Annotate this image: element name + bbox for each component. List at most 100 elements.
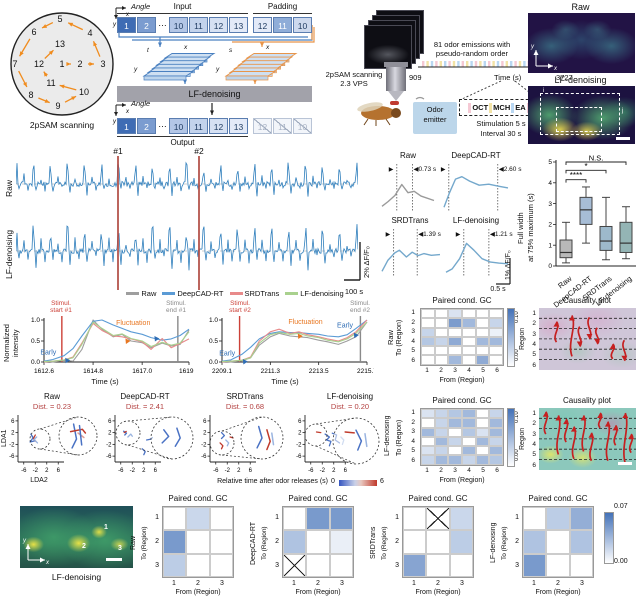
angle-box: 12 [209, 118, 228, 134]
heat-cell [475, 436, 490, 447]
s-axis-label: s [229, 47, 233, 54]
heat-cell-excluded [283, 553, 307, 577]
svg-text:-6: -6 [9, 454, 15, 460]
gc3-xlabel: From (Region) [415, 589, 461, 596]
heat-cell [475, 355, 490, 365]
gc3-row-tick: 3 [155, 562, 159, 569]
angle-box: 1 [117, 118, 136, 134]
causality-raw-title: Causality plot [562, 296, 612, 305]
gc6-grid-Raw [420, 308, 504, 366]
lf-trace-plot [16, 224, 358, 271]
gc6-row-tick: 6 [411, 457, 415, 464]
odor-emitter-line1: Odor [426, 105, 444, 114]
mini-scale-x-label: 0.5 s [490, 286, 506, 293]
gc6-col-tick: 3 [453, 367, 457, 374]
gc3-row-tick: 2 [395, 538, 399, 545]
gc3-method-DeepCAD-RT: DeepCAD-RT [250, 521, 257, 565]
input-label: Input [173, 2, 192, 11]
x-axis-label: x [45, 560, 50, 566]
svg-text:2: 2 [203, 431, 207, 437]
gc6-row-tick: 2 [411, 418, 415, 426]
odor-emissions-line2: pseudo-random order [435, 49, 509, 58]
svg-text:2: 2 [11, 431, 15, 437]
scale-bar [106, 558, 122, 561]
svg-text:-6: -6 [296, 454, 302, 460]
gc6-lf-ylabel: To (Region) [396, 419, 403, 457]
heat-cell [186, 553, 210, 577]
svg-text:-6: -6 [118, 468, 124, 474]
causality-tick: 4 [532, 340, 536, 348]
heat-cell [421, 418, 435, 428]
causality-plot-raw [539, 308, 636, 370]
svg-text:1612.6: 1612.6 [34, 368, 54, 375]
legend-label: Raw [141, 289, 157, 298]
heat-cell [475, 318, 490, 328]
time-axis [418, 61, 584, 69]
gc3-xlabel: From (Region) [295, 589, 341, 596]
heat-cell [489, 336, 503, 347]
series-SRDTrans [43, 322, 190, 363]
angle-box: 11 [189, 17, 208, 33]
series-LF-denoising [43, 321, 190, 363]
heat-cell [489, 309, 503, 319]
bottom-image-caption: LF-denoising [51, 572, 102, 582]
gc3-row-tick: 3 [515, 562, 519, 569]
heat-cell [475, 309, 490, 319]
gc3-col-tick: 1 [412, 580, 416, 587]
stim-end-2-label: Stimul. end #2 [336, 300, 384, 315]
heat-cell [489, 446, 503, 456]
annotation-Fluctuation: Fluctuation [116, 320, 150, 327]
stim-start-1-line1: Stimul. [51, 300, 71, 307]
svg-text:4: 4 [548, 180, 552, 187]
svg-text:-2: -2 [130, 468, 136, 474]
annotation-Fluctuation: Fluctuation [288, 319, 322, 326]
lf-bottom-image [20, 506, 133, 568]
gc3-row-tick: 1 [395, 514, 399, 521]
norm-ylabel-line1: Normalized [2, 324, 11, 362]
svg-text:-2: -2 [225, 468, 231, 474]
gc6-row-tick: 1 [411, 409, 415, 416]
causality-tick: 3 [532, 330, 536, 338]
heat-cell [449, 553, 473, 577]
heat-cell [448, 436, 462, 447]
angle-box: 10 [169, 17, 188, 33]
raw-trace-label: Raw [4, 179, 14, 197]
heat-cell [403, 553, 427, 577]
stim-end-1-label: Stimul. end #1 [152, 300, 200, 315]
lda-xlabel: LDA2 [30, 477, 48, 484]
heat-cell [421, 446, 435, 456]
gc6-col-tick: 2 [439, 467, 443, 474]
significance-N.S.: N.S. [589, 154, 604, 163]
heat-cell [448, 336, 462, 347]
angle-box: 12 [209, 17, 228, 33]
heat-cell [448, 346, 462, 356]
gc3-row-tick: 1 [155, 514, 159, 521]
scanning-rate-label: 2pSAM scanning 2.3 VPS [322, 70, 386, 88]
odor-emitter-box: Odor emitter [413, 102, 457, 134]
lda-plots: 6 2 -2 -6 -6 -2 2 6 6 2 -2 -6 -6 -2 2 6 6 2 -2 -6 -6 -2 2 6 6 2 -2… [9, 415, 380, 474]
heat-cell [283, 507, 307, 531]
heat-cell [163, 530, 187, 554]
objective-icon [386, 67, 406, 91]
mini-deepcad-plot: ▶ ◀2.60 s [441, 164, 522, 211]
heat-cell [434, 318, 449, 328]
heat-cell [489, 327, 503, 337]
causality-tick: 2 [532, 320, 536, 328]
stim-end-1-line2: end #1 [166, 307, 186, 315]
x-axis-label: x [266, 44, 270, 51]
gc3-method-LF-denoising: LF-denoising [490, 522, 497, 564]
gc6-lf-xlabel: From (Region) [439, 477, 485, 484]
heat-cell-excluded [426, 507, 450, 531]
gc3-ylabel: To (Region) [501, 526, 508, 560]
mini-srdtrans-title: SRDTrans [391, 216, 429, 225]
causality-tick: 1 [532, 310, 536, 317]
gc3-col-tick: 1 [292, 580, 296, 587]
raw-brain-image [528, 13, 635, 73]
roi-label-j: j [622, 108, 624, 114]
angle-label-output: Angle [131, 99, 151, 108]
gc3-col-tick: 2 [196, 580, 200, 587]
gc6-row-tick: 4 [411, 337, 415, 345]
scan-angle-9: 9 [55, 101, 60, 111]
heat-cell [475, 418, 490, 428]
causality-tick: 6 [532, 361, 536, 369]
